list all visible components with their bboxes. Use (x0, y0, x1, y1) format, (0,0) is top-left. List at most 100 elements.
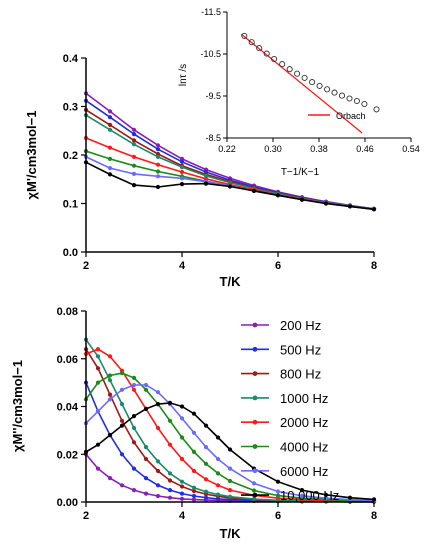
bottom-data-point (227, 466, 233, 471)
top-data-point (155, 151, 161, 157)
bottom-ytick-label: 0.02 (57, 449, 78, 461)
bottom-series-line (85, 384, 375, 502)
bottom-data-point (119, 402, 125, 407)
bottom-data-point (107, 476, 113, 481)
top-data-point (203, 181, 209, 186)
bottom-data-point (167, 418, 173, 423)
legend-swatch-marker (252, 492, 258, 498)
bottom-data-point (107, 433, 113, 438)
bottom-series-line (85, 348, 375, 503)
legend-swatch-marker (252, 395, 258, 401)
legend-swatch-marker (252, 419, 258, 425)
legend-item: 6000 Hz (241, 464, 328, 479)
bottom-data-point (371, 497, 377, 502)
bottom-data-point (275, 493, 281, 498)
top-ytick-label: 0.0 (63, 247, 78, 259)
inset-data-point (263, 50, 270, 57)
top-ytick-label: 0.4 (63, 53, 79, 65)
bottom-ytick-label: 0.04 (57, 402, 79, 414)
top-chart: 2 4 6 8 0.0 0.1 0.2 0.3 0.4 T/K χM'/cm3mol−1 (24, 53, 377, 289)
top-data-point (107, 127, 113, 132)
bottom-data-point (191, 449, 197, 454)
bottom-data-point (227, 478, 233, 484)
bottom-data-point (155, 493, 161, 499)
bottom-data-point (95, 380, 101, 385)
inset-ytick-label: -9.5 (205, 91, 221, 101)
bottom-data-point (179, 484, 185, 489)
top-ticks: 2 4 6 8 0.0 0.1 0.2 0.3 0.4 (63, 53, 377, 272)
top-data-point (203, 173, 209, 178)
bottom-data-point (179, 435, 185, 440)
top-data-point (131, 138, 137, 143)
bottom-data-point (143, 476, 149, 481)
legend-swatch-marker (252, 468, 258, 474)
top-data-point (155, 169, 161, 174)
bottom-data-point (215, 435, 221, 440)
bottom-data-point (119, 452, 125, 457)
inset-data-point (294, 70, 301, 77)
top-data-point (131, 132, 137, 137)
bottom-xtick-label: 8 (371, 510, 377, 522)
bottom-data-point (203, 489, 209, 494)
bottom-data-point (95, 347, 101, 352)
bottom-data-point (203, 445, 209, 450)
bottom-data-point (131, 440, 137, 445)
legend-item: 10,000 Hz (241, 488, 339, 503)
inset-legend-label: Orbach (336, 111, 366, 121)
inset-data-point (279, 61, 286, 68)
top-data-point (179, 165, 185, 170)
legend-label: 4000 Hz (280, 440, 328, 455)
bottom-data-point (107, 354, 113, 359)
top-data-point (155, 162, 161, 167)
top-data-point (131, 127, 137, 132)
bottom-data-point (191, 430, 197, 435)
bottom-data-point (107, 392, 113, 397)
bottom-data-point (251, 488, 257, 493)
legend-label: 500 Hz (280, 342, 321, 357)
inset-data-point (256, 45, 263, 52)
bottom-data-point (299, 493, 305, 498)
legend-label: 1000 Hz (280, 391, 328, 406)
bottom-data-point (143, 387, 149, 392)
bottom-data-point (191, 488, 197, 494)
bottom-data-point (155, 402, 161, 407)
inset-data-point (241, 32, 248, 39)
bottom-data-point (191, 468, 197, 474)
bottom-data-point (119, 418, 125, 423)
bottom-data-point (179, 491, 185, 496)
top-data-point (107, 115, 113, 120)
top-ylabel: χM'/cm3mol−1 (24, 111, 39, 200)
top-data-point (107, 172, 113, 177)
inset-xtick-label: 0.46 (356, 144, 374, 154)
legend-swatch-marker (252, 371, 258, 376)
bottom-data-point (143, 456, 149, 462)
inset-xtick-label: 0.22 (218, 144, 236, 154)
top-data-point (179, 176, 185, 181)
legend-item: 500 Hz (241, 342, 321, 357)
legend-label: 6000 Hz (280, 464, 328, 479)
bottom-series (83, 380, 377, 504)
bottom-data-point (191, 493, 197, 499)
bottom-data-point (251, 481, 257, 486)
inset-ticks: 0.22 0.30 0.38 0.46 0.54 -8.5 -9.5 -10.5 -11.5 (200, 7, 419, 154)
bottom-data-point (203, 461, 209, 466)
top-ytick-label: 0.1 (63, 199, 78, 211)
inset-data-point (286, 66, 293, 73)
top-data-point (131, 154, 137, 159)
bottom-series (83, 371, 377, 504)
inset-ytick-label: -11.5 (201, 7, 221, 17)
legend-swatch-marker (252, 322, 258, 328)
top-data-point (347, 204, 353, 209)
bottom-data-point (131, 387, 137, 392)
bottom-data-point (323, 496, 329, 501)
bottom-data-point (215, 456, 221, 462)
bottom-data-point (95, 466, 101, 471)
bottom-chart: 2 4 6 8 0.00 0.02 0.04 0.06 0.08 T/K χM''/cm3mol… (10, 306, 377, 541)
bottom-data-point (119, 423, 125, 428)
inset-data-point (361, 100, 368, 108)
bottom-data-point (155, 390, 161, 395)
bottom-ytick-label: 0.06 (57, 354, 78, 366)
bottom-data-point (95, 354, 101, 359)
bottom-data-point (131, 425, 137, 431)
